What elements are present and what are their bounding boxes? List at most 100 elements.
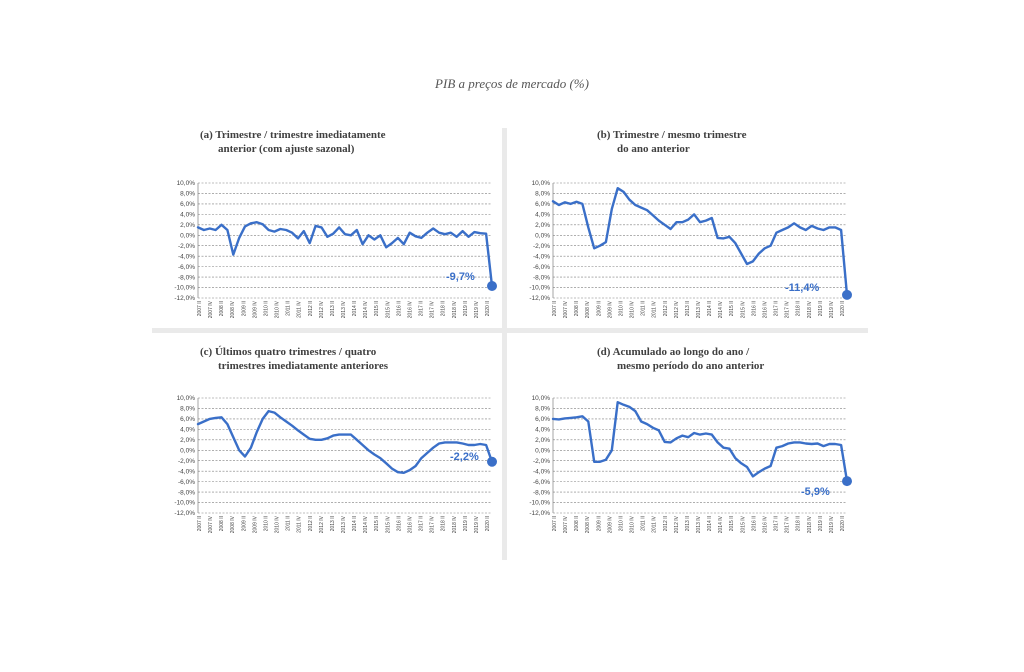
x-tick-label: 2012 IV xyxy=(674,300,680,318)
y-tick-label: -4,0% xyxy=(533,253,550,260)
end-point-marker xyxy=(842,289,852,300)
y-tick-label: 0,0% xyxy=(180,447,195,454)
x-tick-label: 2016 IV xyxy=(407,300,413,318)
x-tick-label: 2009 II xyxy=(596,516,602,531)
x-tick-label: 2015 II xyxy=(374,516,380,531)
x-tick-label: 2013 II xyxy=(330,516,336,531)
series-line xyxy=(196,409,494,475)
y-tick-label: -2,0% xyxy=(533,458,550,465)
x-tick-label: 2020 II xyxy=(840,516,846,531)
x-tick-label: 2017 II xyxy=(774,516,780,531)
y-tick-label: 2,0% xyxy=(180,437,195,444)
panel-title-b: (b) Trimestre / mesmo trimestre do ano an… xyxy=(597,128,746,156)
y-tick-label: -10,0% xyxy=(529,285,550,292)
chart-svg-d: 10,0% 8,0% 6,0% 4,0% 2,0% 0,0% -2,0% -4,0% -6,0%… xyxy=(529,395,852,533)
panel-b: (b) Trimestre / mesmo trimestre do ano an… xyxy=(507,118,857,323)
x-tick-label: 2019 II xyxy=(818,301,824,316)
x-tick-label: 2010 IV xyxy=(630,515,636,533)
x-tick-label: 2010 II xyxy=(263,301,269,316)
y-tick-label: -2,0% xyxy=(178,243,195,250)
panel-title-d: (d) Acumulado ao longo do ano / mesmo per… xyxy=(597,345,764,373)
x-tick-label: 2012 II xyxy=(663,301,669,316)
y-tick-label: 8,0% xyxy=(180,191,195,198)
y-tick-label: -12,0% xyxy=(529,510,550,517)
y-tick-label: 10,0% xyxy=(177,180,196,187)
x-tick-label: 2010 IV xyxy=(275,515,281,533)
x-tick-label: 2014 II xyxy=(352,301,358,316)
series-line xyxy=(551,186,849,297)
y-tick-label: 10,0% xyxy=(532,395,551,402)
x-tick-label: 2008 IV xyxy=(585,515,591,533)
y-tick-label: 4,0% xyxy=(180,212,195,219)
series-line xyxy=(196,220,494,288)
y-tick-label: 6,0% xyxy=(535,416,550,423)
x-tick-label: 2011 IV xyxy=(297,515,303,533)
y-tick-label: 6,0% xyxy=(180,416,195,423)
x-tick-label: 2013 IV xyxy=(341,515,347,533)
chart-svg-c: 10,0% 8,0% 6,0% 4,0% 2,0% 0,0% -2,0% -4,0% -6,0%… xyxy=(174,395,497,533)
panel-title-line: do ano anterior xyxy=(617,143,690,155)
x-tick-label: 2019 IV xyxy=(829,300,835,318)
x-tick-label: 2016 II xyxy=(751,301,757,316)
end-value-label: -2,2% xyxy=(450,451,479,463)
x-tick-label: 2011 IV xyxy=(652,515,658,533)
panel-d: (d) Acumulado ao longo do ano / mesmo per… xyxy=(507,333,857,538)
x-tick-label: 2011 IV xyxy=(652,300,658,318)
page-title: PIB a preços de mercado (%) xyxy=(435,76,589,91)
x-tick-label: 2016 II xyxy=(751,516,757,531)
x-tick-label: 2010 II xyxy=(618,516,624,531)
series-line xyxy=(551,400,849,483)
x-tick-label: 2007 IV xyxy=(563,515,569,533)
x-tick-label: 2015 IV xyxy=(385,515,391,533)
y-tick-label: -12,0% xyxy=(529,295,550,302)
y-tick-label: -8,0% xyxy=(178,489,195,496)
x-tick-label: 2019 IV xyxy=(474,300,480,318)
x-tick-label: 2008 IV xyxy=(230,515,236,533)
panel-divider-horizontal xyxy=(152,328,868,333)
y-tick-label: 0,0% xyxy=(535,447,550,454)
x-tick-label: 2007 IV xyxy=(208,515,214,533)
x-tick-label: 2014 II xyxy=(707,301,713,316)
x-tick-label: 2008 II xyxy=(219,301,225,316)
x-tick-label: 2009 IV xyxy=(252,300,258,318)
panel-title-line: (a) Trimestre / trimestre imediatamente xyxy=(200,129,386,141)
x-tick-label: 2012 IV xyxy=(674,515,680,533)
x-tick-label: 2015 IV xyxy=(385,300,391,318)
x-tick-label: 2011 II xyxy=(286,516,292,531)
x-tick-label: 2007 IV xyxy=(208,300,214,318)
panel-title-c: (c) Últimos quatro trimestres / quatro tr… xyxy=(200,345,388,373)
x-tick-label: 2013 II xyxy=(685,516,691,531)
x-tick-label: 2014 IV xyxy=(718,515,724,533)
x-tick-label: 2015 II xyxy=(729,516,735,531)
x-tick-label: 2020 II xyxy=(840,301,846,316)
x-tick-label: 2017 II xyxy=(419,301,425,316)
y-tick-label: -8,0% xyxy=(533,489,550,496)
y-tick-label: 2,0% xyxy=(180,222,195,229)
y-tick-label: -10,0% xyxy=(174,285,195,292)
y-tick-label: -6,0% xyxy=(533,264,550,271)
x-tick-label: 2018 II xyxy=(796,301,802,316)
x-tick-label: 2008 II xyxy=(574,301,580,316)
x-tick-label: 2018 II xyxy=(441,516,447,531)
x-tick-label: 2007 II xyxy=(197,516,203,531)
end-value-label: -11,4% xyxy=(785,282,819,294)
x-tick-label: 2017 II xyxy=(774,301,780,316)
panel-title-line: (d) Acumulado ao longo do ano / xyxy=(597,346,750,358)
panel-title-line: anterior (com ajuste sazonal) xyxy=(218,143,355,155)
y-tick-label: -2,0% xyxy=(178,458,195,465)
x-tick-label: 2017 II xyxy=(419,516,425,531)
y-tick-label: -8,0% xyxy=(178,274,195,281)
y-tick-label: 6,0% xyxy=(535,201,550,208)
y-tick-label: 8,0% xyxy=(535,191,550,198)
x-tick-label: 2010 IV xyxy=(275,300,281,318)
x-tick-label: 2012 II xyxy=(308,301,314,316)
end-point-marker xyxy=(487,456,497,467)
panel-title-line: (b) Trimestre / mesmo trimestre xyxy=(597,129,747,141)
y-tick-label: 6,0% xyxy=(180,201,195,208)
y-tick-label: 0,0% xyxy=(180,232,195,239)
x-tick-label: 2012 IV xyxy=(319,515,325,533)
x-tick-label: 2018 II xyxy=(441,301,447,316)
x-tick-label: 2018 IV xyxy=(452,300,458,318)
panel-c: (c) Últimos quatro trimestres / quatro tr… xyxy=(152,333,502,538)
panel-title-line: mesmo período do ano anterior xyxy=(617,360,765,372)
